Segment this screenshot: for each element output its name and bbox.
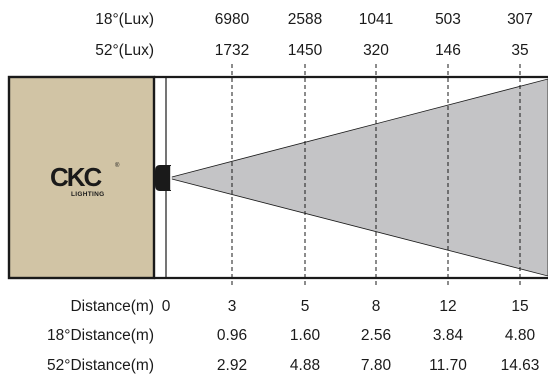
dist52-row-label: 52°Distance(m)	[47, 357, 154, 374]
dist52-value: 4.88	[289, 357, 321, 374]
dist18-value: 3.84	[432, 327, 464, 344]
distance-row-label: Distance(m)	[70, 298, 154, 315]
lux52-row-label: 52°(Lux)	[95, 42, 154, 59]
logo-brand: CKC	[50, 162, 102, 192]
dist18-value: 1.60	[289, 327, 321, 344]
ckc-logo: CKC ® LIGHTING	[44, 162, 124, 206]
origin-label: 0	[161, 298, 171, 315]
lux52-value: 1450	[287, 42, 323, 59]
distance-value: 15	[511, 298, 529, 315]
dist18-value: 2.56	[360, 327, 392, 344]
dist52-value: 11.70	[429, 357, 467, 374]
dist52-value: 2.92	[216, 357, 248, 374]
logo-registered-mark: ®	[115, 163, 120, 169]
lux52-value: 1732	[214, 42, 250, 59]
distance-value: 12	[439, 298, 457, 315]
lux52-value: 35	[511, 42, 529, 59]
light-beam	[166, 78, 548, 277]
dist52-value: 14.63	[500, 357, 540, 374]
logo-subtitle: LIGHTING	[71, 191, 105, 198]
dist18-value: 0.96	[216, 327, 248, 344]
lux18-value: 6980	[214, 11, 250, 28]
lux18-value: 307	[507, 11, 533, 28]
dist18-value: 4.80	[504, 327, 536, 344]
lux18-row-label: 18°(Lux)	[95, 11, 154, 28]
fixture-icon	[155, 165, 171, 191]
lux52-value: 146	[435, 42, 461, 59]
distance-value: 3	[227, 298, 237, 315]
lux18-value: 503	[435, 11, 461, 28]
wall-panel	[7, 75, 156, 280]
dist18-row-label: 18°Distance(m)	[47, 327, 154, 344]
dist52-value: 7.80	[360, 357, 392, 374]
distance-value: 5	[300, 298, 310, 315]
lux18-value: 1041	[358, 11, 394, 28]
distance-value: 8	[371, 298, 381, 315]
lux18-value: 2588	[287, 11, 323, 28]
lux52-value: 320	[363, 42, 389, 59]
